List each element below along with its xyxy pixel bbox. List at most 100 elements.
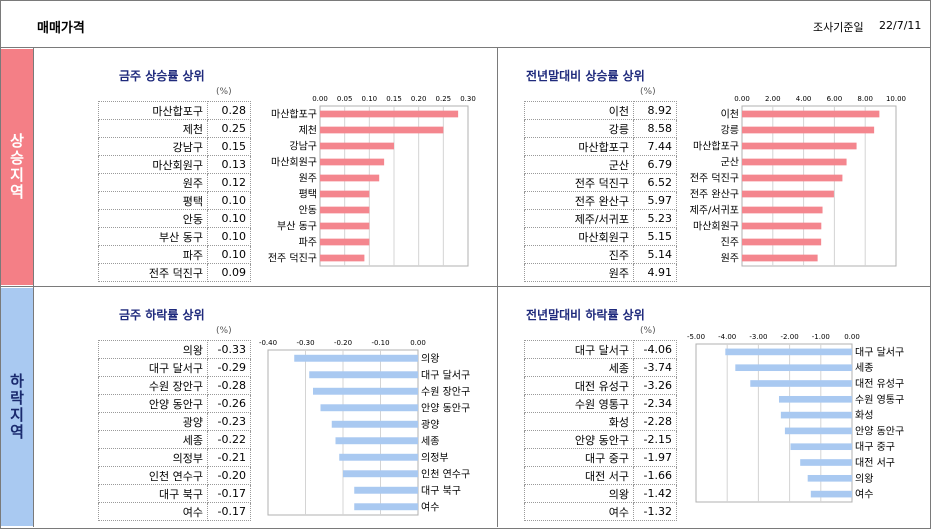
region-name: 전주 완산구 [524, 191, 634, 210]
region-name: 진주 [524, 245, 634, 264]
tick-label: 2.00 [765, 95, 781, 103]
region-name: 마산회원구 [98, 155, 208, 174]
bar [742, 222, 822, 230]
table-row: 전주 완산구 5.97 [524, 191, 677, 210]
region-name: 대전 서구 [524, 466, 634, 485]
category-label: 군산 [721, 157, 739, 169]
category-label: 마산회원구 [271, 157, 317, 169]
change-value: -2.15 [633, 430, 677, 449]
change-value: 6.79 [633, 155, 677, 174]
change-value: 4.91 [633, 263, 677, 282]
tick-label: 10.00 [886, 95, 906, 103]
table-row: 인천 연수구 -0.20 [98, 466, 251, 485]
change-value: 5.23 [633, 209, 677, 228]
tick-label: -0.10 [371, 339, 389, 347]
region-name: 대전 유성구 [524, 376, 634, 395]
table-row: 원주 0.12 [98, 173, 251, 192]
change-value: 5.14 [633, 245, 677, 264]
table-row: 의왕 -0.33 [98, 340, 251, 359]
tick-label: 0.20 [411, 95, 427, 103]
category-label: 전주 덕진구 [268, 253, 317, 265]
category-label: 대구 달서구 [421, 369, 470, 381]
bar [313, 387, 418, 395]
change-value: -0.21 [207, 448, 251, 467]
table-row: 마산합포구 7.44 [524, 137, 677, 156]
change-value: 6.52 [633, 173, 677, 192]
table-row: 원주 4.91 [524, 263, 677, 282]
change-value: -0.26 [207, 394, 251, 413]
region-name: 파주 [98, 245, 208, 264]
region-name: 제주/서귀포 [524, 209, 634, 228]
category-label: 대구 중구 [855, 441, 895, 453]
region-name: 이천 [524, 101, 634, 120]
table-row: 파주 0.10 [98, 245, 251, 264]
category-label: 의왕 [421, 353, 439, 365]
category-label: 마산회원구 [693, 221, 739, 233]
bar [343, 470, 418, 478]
region-name: 강릉 [524, 119, 634, 138]
change-value: -1.66 [633, 466, 677, 485]
bar [320, 126, 444, 134]
unit-label: (%) [216, 87, 232, 97]
tick-label: -0.20 [334, 339, 352, 347]
change-value: -2.28 [633, 412, 677, 431]
tick-label: -5.00 [687, 333, 705, 341]
region-name: 의왕 [98, 340, 208, 359]
change-value: -0.22 [207, 430, 251, 449]
table-row: 의왕 -1.42 [524, 484, 677, 503]
category-label: 대전 서구 [855, 457, 895, 469]
category-label: 수원 영통구 [855, 394, 904, 406]
region-name: 안양 동안구 [524, 430, 634, 449]
plot-area [695, 343, 853, 503]
category-label: 여수 [421, 501, 439, 513]
panel-title-ytd-fall: 전년말대비 하락률 상위 [526, 308, 645, 322]
bar [742, 190, 834, 198]
region-name: 안양 동안구 [98, 394, 208, 413]
region-name: 세종 [98, 430, 208, 449]
bar [807, 474, 852, 482]
tick-label: 0.10 [362, 95, 378, 103]
region-name: 화성 [524, 412, 634, 431]
bar [354, 486, 418, 494]
tick-label: -4.00 [718, 333, 736, 341]
change-value: 0.09 [207, 263, 251, 282]
table-row: 수원 영통구 -2.34 [524, 394, 677, 413]
region-name: 부산 동구 [98, 227, 208, 246]
bar [778, 395, 852, 403]
bar [800, 459, 852, 466]
table-row: 수원 장안구 -0.28 [98, 376, 251, 395]
table-row: 여수 -1.32 [524, 502, 677, 521]
category-label: 대구 달서구 [855, 346, 904, 358]
panel-title-ytd-rise: 전년말대비 상승률 상위 [526, 69, 645, 83]
tick-label: 0.15 [386, 95, 402, 103]
table-row: 광양 -0.23 [98, 412, 251, 431]
change-value: -0.29 [207, 358, 251, 377]
fall-section-text: 하락지역 [7, 373, 26, 441]
bar [320, 158, 385, 166]
table-row: 안양 동안구 -0.26 [98, 394, 251, 413]
bar [320, 206, 370, 214]
category-label: 제천 [299, 125, 317, 137]
bar [750, 380, 852, 387]
region-name: 마산회원구 [524, 227, 634, 246]
category-label: 의정부 [421, 452, 449, 464]
category-label: 원주 [721, 253, 739, 265]
table-row: 전주 덕진구 0.09 [98, 263, 251, 282]
weekly-rise-table: 마산합포구 0.28 제천 0.25 강남구 0.15 마산회원구 0.13 원주 0.12 평택 0… [98, 101, 251, 282]
table-row: 제천 0.25 [98, 119, 251, 138]
table-row: 세종 -3.74 [524, 358, 677, 377]
bar [331, 420, 418, 428]
category-label: 강릉 [721, 125, 739, 137]
panel-title-weekly-rise: 금주 상승률 상위 [119, 69, 205, 83]
bar [790, 443, 852, 451]
table-row: 이천 8.92 [524, 101, 677, 120]
bar [294, 354, 418, 362]
bar [742, 174, 843, 182]
panel-title-weekly-fall: 금주 하락률 상위 [119, 308, 205, 322]
category-label: 전주 덕진구 [690, 173, 739, 185]
category-label: 강남구 [289, 141, 317, 153]
tick-label: -2.00 [781, 333, 799, 341]
fall-section-label: 하락지역 [1, 288, 33, 526]
change-value: 8.92 [633, 101, 677, 120]
category-label: 진주 [721, 237, 739, 249]
